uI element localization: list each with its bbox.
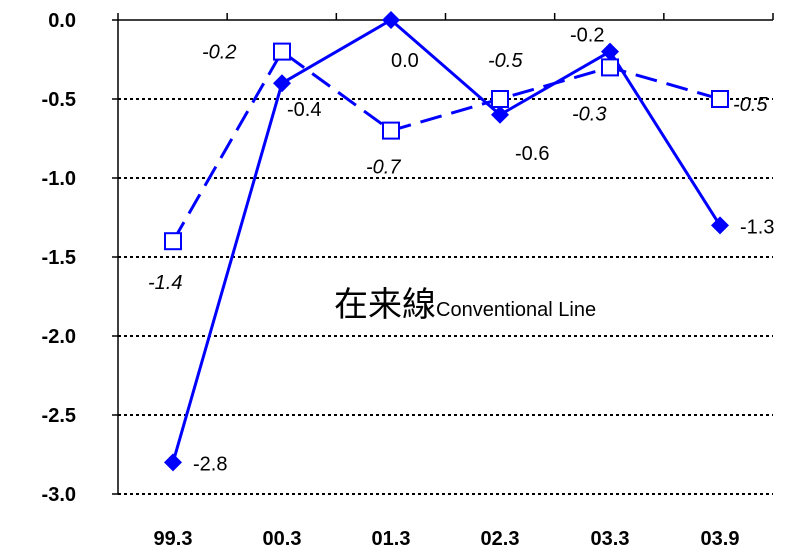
x-tick-labels: 99.3 00.3 01.3 02.3 03.3 03.9 — [154, 528, 740, 550]
y-tick-label: -2.0 — [42, 326, 76, 348]
y-tick-label: -1.0 — [42, 168, 76, 190]
square-marker — [164, 232, 182, 251]
axes — [112, 13, 774, 495]
diamond-marker — [273, 74, 291, 93]
gridlines — [118, 98, 773, 495]
x-tick-label: 99.3 — [154, 528, 193, 550]
solid-data-label: 0.0 — [391, 50, 419, 72]
square-marker — [382, 121, 400, 140]
solid-series-line — [171, 18, 722, 463]
y-tick-label: 0.0 — [48, 10, 76, 32]
y-tick-labels: 0.0 -0.5 -1.0 -1.5 -2.0 -2.5 -3.0 — [42, 10, 76, 506]
annotation-main: 在来線 — [334, 285, 436, 325]
data-labels: -2.8 -0.4 0.0 -0.6 -0.2 -1.3 -1.4 -0.2 -0.7 -0.5 -… — [148, 25, 774, 476]
x-tick-label: 03.9 — [701, 528, 740, 550]
dashed-data-label: -0.2 — [202, 42, 236, 64]
x-tick-label: 00.3 — [263, 528, 302, 550]
solid-data-label: -0.4 — [287, 99, 321, 121]
square-marker — [491, 90, 509, 108]
y-tick-label: -0.5 — [42, 89, 76, 111]
diamond-marker — [601, 42, 619, 61]
diamond-marker — [164, 453, 182, 472]
x-tick-label: 02.3 — [481, 528, 520, 550]
series-markers — [164, 11, 729, 472]
x-tick-label: 01.3 — [372, 528, 411, 550]
dashed-data-label: -0.3 — [572, 103, 606, 125]
y-tick-label: -2.5 — [42, 405, 76, 427]
square-marker — [711, 90, 729, 108]
solid-data-label: -2.8 — [193, 453, 227, 475]
dashed-series-line — [171, 50, 721, 242]
y-tick-label: -3.0 — [42, 484, 76, 506]
solid-data-label: -0.6 — [515, 143, 549, 165]
dashed-data-label: -0.5 — [733, 94, 768, 116]
solid-data-label: -0.2 — [570, 25, 604, 47]
solid-data-label: -1.3 — [740, 216, 774, 238]
diamond-marker — [711, 216, 729, 235]
series-lines — [171, 18, 722, 463]
x-tick-label: 03.3 — [591, 528, 630, 550]
annotation-sub: Conventional Line — [436, 299, 596, 321]
square-marker — [601, 58, 619, 77]
dashed-data-label: -1.4 — [148, 272, 182, 294]
y-tick-label: -1.5 — [42, 247, 76, 269]
square-marker — [273, 42, 291, 61]
dashed-data-label: -0.5 — [488, 50, 523, 72]
dashed-data-label: -0.7 — [366, 157, 401, 179]
diamond-marker — [382, 11, 400, 29]
diamond-marker — [491, 105, 509, 124]
annotation-text: 在来線Conventional Line — [334, 285, 596, 325]
